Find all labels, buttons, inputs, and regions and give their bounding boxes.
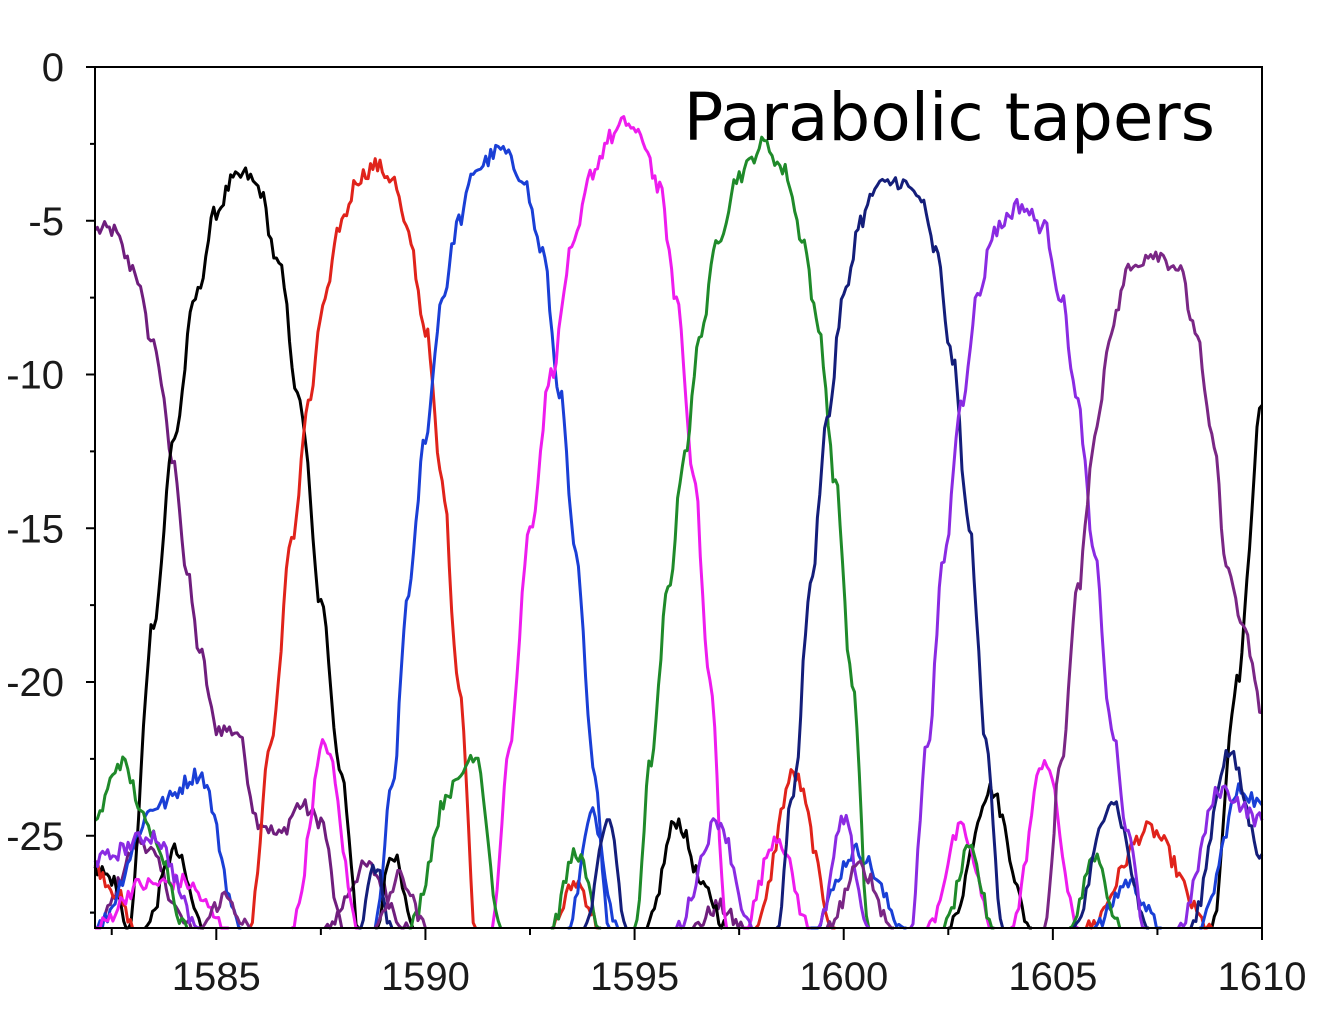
x-tick-label: 1585: [172, 955, 261, 999]
series-side-lobe: [1210, 404, 1264, 929]
series-side-lobe: [291, 738, 359, 930]
series-side-lobe: [691, 897, 745, 930]
series-side-lobe: [825, 859, 894, 930]
plot-frame: [94, 66, 1263, 929]
series-side-lobe: [743, 835, 811, 930]
axis-layer: 0 -5 -10 -15 -20 -25 1585 1590 1595 1600 1605 1610: [6, 46, 1306, 999]
series-side-lobe: [1189, 749, 1264, 929]
series-side-lobe: [95, 872, 229, 930]
y-tick-label: -25: [6, 815, 64, 859]
series-side-lobe: [567, 806, 620, 930]
series-line: [127, 166, 360, 929]
series-side-lobe: [1010, 759, 1079, 930]
series-7: [93, 197, 1264, 930]
series-side-lobe: [94, 755, 189, 929]
series-side-lobe: [1199, 782, 1264, 930]
series-side-lobe: [93, 860, 135, 929]
series-side-lobe: [93, 830, 200, 930]
series-side-lobe: [358, 863, 394, 930]
series-side-lobe: [1068, 852, 1122, 930]
series-3: [95, 143, 1264, 930]
series-line: [909, 197, 1146, 930]
series-side-lobe: [645, 817, 729, 930]
series-8: [199, 250, 1263, 930]
series-line: [775, 176, 1005, 930]
y-tick-label: -10: [6, 354, 64, 398]
series-side-lobe: [674, 817, 754, 930]
series-line: [373, 143, 611, 929]
y-tick-label: -20: [6, 661, 64, 705]
series-side-lobe: [1093, 877, 1162, 930]
x-tick-label: 1610: [1218, 955, 1307, 999]
series-line: [93, 220, 344, 929]
x-tick-label: 1595: [590, 955, 679, 999]
y-tick-label: -5: [28, 200, 64, 244]
series-side-lobe: [199, 890, 252, 930]
series-line: [1043, 250, 1263, 929]
series-side-lobe: [583, 818, 628, 929]
series-side-lobe: [408, 753, 503, 930]
series-side-lobe: [93, 865, 129, 930]
y-tick-label: 0: [42, 46, 64, 90]
series-line: [248, 157, 477, 929]
series-side-lobe: [817, 813, 870, 929]
series-line: [633, 135, 871, 929]
x-tick-label: 1590: [381, 955, 470, 999]
series-side-lobe: [1176, 784, 1264, 929]
x-tick-label: 1605: [1008, 955, 1097, 999]
series-side-lobe: [926, 820, 995, 930]
series-layer: [93, 115, 1264, 930]
x-tick-label: 1600: [799, 955, 888, 999]
y-tick-label: -15: [6, 507, 64, 551]
series-side-lobe: [373, 868, 427, 929]
series-side-lobe: [95, 767, 242, 930]
series-side-lobe: [942, 843, 995, 930]
series-side-lobe: [144, 842, 204, 930]
chart-title: Parabolic tapers: [684, 79, 1215, 156]
series-side-lobe: [323, 859, 411, 930]
